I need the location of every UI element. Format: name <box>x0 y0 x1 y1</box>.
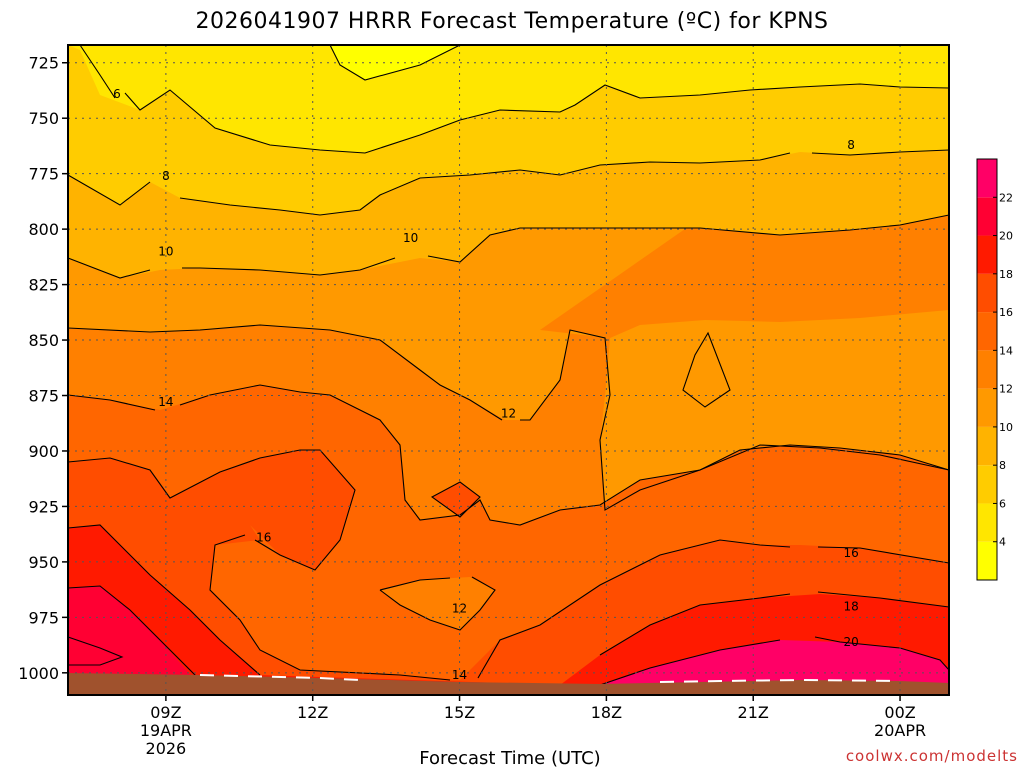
x-tick-label: 15Z <box>444 703 475 722</box>
colorbar-label: 6 <box>999 497 1006 510</box>
credit-text: coolwx.com/modelts <box>846 747 1018 765</box>
contour-label: 10 <box>158 244 173 258</box>
y-tick-label: 825 <box>28 276 59 295</box>
contour-label: 8 <box>847 138 855 152</box>
x-tick-date: 19APR <box>140 721 192 740</box>
plot-frame <box>67 44 950 696</box>
colorbar-segment <box>977 312 997 351</box>
x-tick-label: 12Z <box>297 703 328 722</box>
colorbar-label: 20 <box>999 230 1013 243</box>
colorbar-segment <box>977 235 997 274</box>
y-tick-label: 850 <box>28 331 59 350</box>
y-tick-label: 925 <box>28 497 59 516</box>
y-tick-label: 800 <box>28 220 59 239</box>
x-tick-label: 09Z <box>150 703 181 722</box>
contour-labels: 6 8 8 10 10 12 12 14 14 16 16 18 20 <box>113 87 859 682</box>
y-tick-label: 1000 <box>18 664 59 683</box>
colorbar-label: 14 <box>999 344 1013 357</box>
band-22-right <box>600 640 949 685</box>
colorbar-frame <box>976 158 998 581</box>
contour-label: 6 <box>113 87 121 101</box>
y-axis: 725 750 775 800 825 850 875 900 925 950 975 1000 <box>18 54 68 683</box>
colorbar-segment <box>977 159 997 198</box>
colorbar-segment <box>977 388 997 427</box>
band-4-6 <box>68 45 949 153</box>
colorbar-label: 18 <box>999 268 1013 281</box>
colorbar: 4 6 8 10 12 14 16 18 20 22 <box>976 158 1013 581</box>
x-tick-label: 00Z <box>884 703 915 722</box>
y-tick-label: 975 <box>28 608 59 627</box>
x-axis-label: Forecast Time (UTC) <box>419 748 600 768</box>
colorbar-segment <box>977 541 997 580</box>
blob-12-right <box>683 333 730 407</box>
y-tick-label: 950 <box>28 553 59 572</box>
band-12-14-pocket <box>380 577 495 630</box>
y-tick-label: 750 <box>28 109 59 128</box>
ground-surface <box>68 673 949 695</box>
colorbar-label: 4 <box>999 536 1006 549</box>
y-tick-label: 875 <box>28 387 59 406</box>
colorbar-label: 12 <box>999 383 1013 396</box>
y-tick-label: 725 <box>28 54 59 73</box>
x-tick-label: 21Z <box>738 703 769 722</box>
band-lobe-lower-left <box>68 586 195 680</box>
x-tick-date: 20APR <box>874 721 926 740</box>
chart-title: 2026041907 HRRR Forecast Temperature (ºC… <box>195 9 828 34</box>
x-tick-label: 18Z <box>591 703 622 722</box>
surface-line <box>199 674 901 683</box>
contour-label: 10 <box>403 231 418 245</box>
band-lt-6 <box>330 45 460 80</box>
colorbar-segment <box>977 426 997 466</box>
contour-label: 16 <box>843 546 858 560</box>
contour-label: 14 <box>158 395 173 409</box>
x-tick-year: 2026 <box>146 739 187 758</box>
colorbar-label: 22 <box>999 191 1013 204</box>
colorbar-segment <box>977 273 997 313</box>
contour-label: 8 <box>162 169 170 183</box>
y-tick-label: 900 <box>28 442 59 461</box>
colorbar-segment <box>977 197 997 236</box>
contour-label: 18 <box>843 599 858 613</box>
colorbar-label: 10 <box>999 421 1013 434</box>
colorbar-label: 16 <box>999 306 1013 319</box>
colorbar-segment <box>977 350 997 389</box>
contour-label: 12 <box>501 406 516 420</box>
contour-label: 16 <box>256 530 271 544</box>
colorbar-segment <box>977 503 997 542</box>
colorbar-label: 8 <box>999 459 1006 472</box>
plot-area: 6 8 8 10 10 12 12 14 14 16 16 18 20 <box>67 44 950 696</box>
contour-label: 12 <box>452 601 467 615</box>
colorbar-segment <box>977 465 997 504</box>
contour-label: 14 <box>452 668 467 682</box>
contour-label: 20 <box>843 635 858 649</box>
y-tick-label: 775 <box>28 165 59 184</box>
